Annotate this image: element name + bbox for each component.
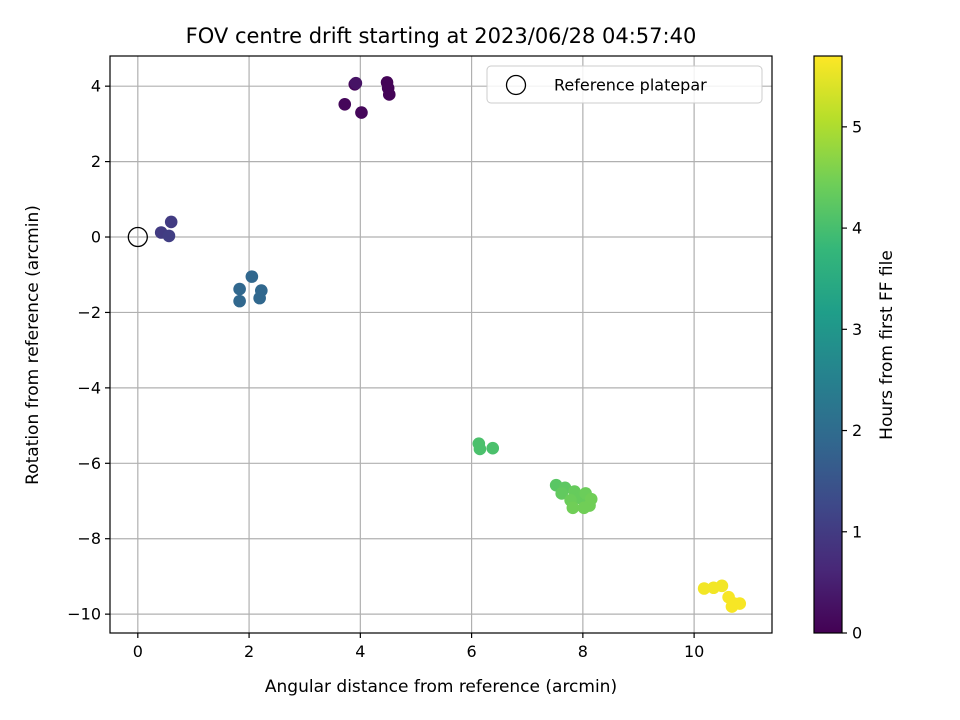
colorbar-gradient xyxy=(813,55,843,634)
colorbar-tick-label: 5 xyxy=(852,117,862,136)
scatter-point xyxy=(727,597,741,610)
colorbar-tick-label: 0 xyxy=(852,624,862,643)
x-tick-label: 10 xyxy=(684,642,704,661)
y-tick-label: −6 xyxy=(77,454,101,473)
scatter-point xyxy=(164,215,178,229)
colorbar-tick-label: 3 xyxy=(852,320,862,339)
y-tick-label: 4 xyxy=(91,77,101,96)
x-tick-label: 6 xyxy=(467,642,477,661)
colorbar-label: Hours from first FF file xyxy=(877,250,897,440)
colorbar: 0 1 2 3 4 5 Hours from first FF file xyxy=(813,55,897,643)
x-axis-label: Angular distance from reference (arcmin) xyxy=(265,677,617,697)
scatter-point xyxy=(245,270,259,283)
x-tick-label: 4 xyxy=(355,642,365,661)
colorbar-tick-label: 2 xyxy=(852,421,862,440)
scatter-point xyxy=(233,294,246,308)
scatter-point xyxy=(162,229,176,243)
reference-platepar-marker xyxy=(127,226,148,248)
scatter-point xyxy=(697,582,711,595)
scatter-point xyxy=(382,88,396,101)
y-tick-label: −10 xyxy=(67,605,101,624)
legend: Reference platepar xyxy=(486,65,763,104)
scatter-point xyxy=(577,501,591,515)
y-tick-label: −8 xyxy=(77,529,101,548)
x-tick-label: 0 xyxy=(133,642,143,661)
gridlines xyxy=(110,56,772,633)
x-tick-label: 8 xyxy=(578,642,588,661)
scatter-point xyxy=(355,106,368,119)
scatter-point xyxy=(349,76,363,90)
scatter-point xyxy=(253,291,266,305)
y-axis-label: Rotation from reference (arcmin) xyxy=(23,205,43,485)
reference-marker-layer xyxy=(127,226,148,248)
scatter-point xyxy=(233,282,246,296)
scatter-point xyxy=(715,579,729,593)
y-tick-label: −2 xyxy=(77,303,101,322)
plot-frame xyxy=(109,55,773,634)
colorbar-ticks: 0 1 2 3 4 5 xyxy=(842,117,862,643)
y-tick-label: 2 xyxy=(91,152,101,171)
scatter-point xyxy=(473,442,487,456)
scatter-point xyxy=(338,97,352,111)
colorbar-tick-label: 4 xyxy=(852,219,862,238)
scatter-point xyxy=(486,441,500,455)
chart-title: FOV centre drift starting at 2023/06/28 … xyxy=(186,24,697,48)
x-tick-label: 2 xyxy=(244,642,254,661)
y-axis-ticks: 4 2 0 −2 −4 −6 −8 −10 xyxy=(67,77,110,624)
colorbar-tick-label: 1 xyxy=(852,522,862,541)
legend-box xyxy=(486,65,763,104)
scatter-point xyxy=(566,501,580,515)
legend-reference-circle-icon xyxy=(505,74,527,96)
y-tick-label: −4 xyxy=(77,378,101,397)
x-axis-ticks: 0 2 4 6 8 10 xyxy=(133,633,704,661)
legend-label-reference: Reference platepar xyxy=(554,76,707,95)
scatter-points xyxy=(154,76,747,613)
scatter-point xyxy=(555,487,569,500)
y-tick-label: 0 xyxy=(91,228,101,247)
